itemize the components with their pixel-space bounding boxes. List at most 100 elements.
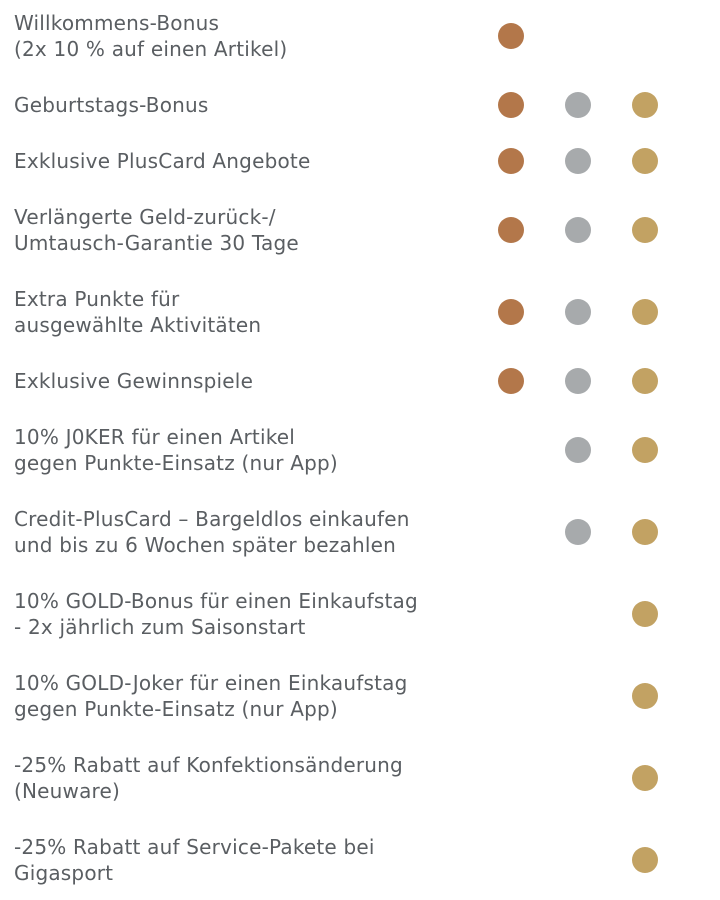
gold-dot-icon xyxy=(631,217,658,243)
silver-dot-icon xyxy=(564,299,591,325)
silver-dot-icon xyxy=(564,217,591,243)
tier-cell-silver xyxy=(544,23,611,49)
tier-cell-bronze xyxy=(477,148,544,174)
benefit-label-line-1: 10% J0KER für einen Artikel xyxy=(14,425,296,449)
tier-dots xyxy=(477,148,678,174)
tier-dots xyxy=(477,92,678,118)
benefit-row: Exklusive PlusCard Angebote xyxy=(14,148,678,174)
tier-cell-gold xyxy=(611,217,678,243)
tier-cell-gold xyxy=(611,519,678,545)
tier-cell-silver xyxy=(544,148,611,174)
benefit-label-line-1: 10% GOLD-Bonus für einen Einkaufstag xyxy=(14,589,418,613)
benefit-label-line-1: Extra Punkte für xyxy=(14,287,180,311)
tier-cell-bronze xyxy=(477,765,544,791)
gold-dot-icon xyxy=(631,148,658,174)
benefit-label-line-2: gegen Punkte-Einsatz (nur App) xyxy=(14,451,338,475)
tier-cell-bronze xyxy=(477,519,544,545)
benefit-label: Exklusive Gewinnspiele xyxy=(14,368,477,394)
gold-dot-icon xyxy=(631,683,658,709)
tier-cell-silver xyxy=(544,601,611,627)
tier-cell-gold xyxy=(611,683,678,709)
tier-cell-gold xyxy=(611,847,678,873)
bronze-dot-icon xyxy=(497,368,524,394)
tier-cell-bronze xyxy=(477,92,544,118)
benefit-label-line-1: Geburtstags-Bonus xyxy=(14,93,209,117)
benefit-row: -25% Rabatt auf Konfektionsänderung (Neu… xyxy=(14,752,678,804)
tier-cell-silver xyxy=(544,847,611,873)
benefit-row: -25% Rabatt auf Service-Pakete bei Gigas… xyxy=(14,834,678,886)
tier-dots xyxy=(477,601,678,627)
benefit-label: Credit-PlusCard – Bargeldlos einkaufen u… xyxy=(14,506,477,558)
tier-cell-bronze xyxy=(477,437,544,463)
tier-dots xyxy=(477,23,678,49)
tier-dots xyxy=(477,368,678,394)
silver-dot-icon xyxy=(564,148,591,174)
tier-cell-silver xyxy=(544,92,611,118)
gold-dot-icon xyxy=(631,299,658,325)
benefit-label: -25% Rabatt auf Konfektionsänderung (Neu… xyxy=(14,752,477,804)
tier-cell-bronze xyxy=(477,23,544,49)
bronze-dot-icon xyxy=(497,217,524,243)
silver-dot-icon xyxy=(564,519,591,545)
tier-cell-silver xyxy=(544,299,611,325)
gold-dot-icon xyxy=(631,437,658,463)
benefit-label-line-1: Exklusive PlusCard Angebote xyxy=(14,149,311,173)
benefit-label: 10% GOLD-Joker für einen Einkaufstag geg… xyxy=(14,670,477,722)
benefit-label-line-2: - 2x jährlich zum Saisonstart xyxy=(14,615,306,639)
tier-cell-silver xyxy=(544,683,611,709)
benefit-label-line-2: Gigasport xyxy=(14,861,114,885)
benefit-label-line-2: und bis zu 6 Wochen später bezahlen xyxy=(14,533,396,557)
benefit-label-line-2: ausgewählte Aktivitäten xyxy=(14,313,262,337)
silver-dot-icon xyxy=(564,437,591,463)
benefit-row: Verlängerte Geld-zurück-/ Umtausch-Garan… xyxy=(14,204,678,256)
benefit-row: 10% J0KER für einen Artikel gegen Punkte… xyxy=(14,424,678,476)
benefit-label: Geburtstags-Bonus xyxy=(14,92,477,118)
gold-dot-icon xyxy=(631,847,658,873)
tier-dots xyxy=(477,519,678,545)
benefit-label-line-2: (2x 10 % auf einen Artikel) xyxy=(14,37,288,61)
silver-dot-icon xyxy=(564,368,591,394)
tier-dots xyxy=(477,217,678,243)
bronze-dot-icon xyxy=(497,23,524,49)
tier-dots xyxy=(477,437,678,463)
tier-cell-gold xyxy=(611,299,678,325)
benefit-label: 10% GOLD-Bonus für einen Einkaufstag - 2… xyxy=(14,588,477,640)
benefit-label: Exklusive PlusCard Angebote xyxy=(14,148,477,174)
tier-cell-silver xyxy=(544,519,611,545)
benefit-label-line-1: Exklusive Gewinnspiele xyxy=(14,369,254,393)
benefit-label-line-1: -25% Rabatt auf Konfektionsänderung xyxy=(14,753,403,777)
benefit-row: 10% GOLD-Bonus für einen Einkaufstag - 2… xyxy=(14,588,678,640)
tier-cell-bronze xyxy=(477,299,544,325)
tier-cell-silver xyxy=(544,217,611,243)
tier-cell-bronze xyxy=(477,683,544,709)
benefit-row: Credit-PlusCard – Bargeldlos einkaufen u… xyxy=(14,506,678,558)
gold-dot-icon xyxy=(631,519,658,545)
tier-cell-bronze xyxy=(477,601,544,627)
tier-cell-gold xyxy=(611,23,678,49)
benefit-label-line-2: gegen Punkte-Einsatz (nur App) xyxy=(14,697,338,721)
benefit-row: 10% GOLD-Joker für einen Einkaufstag geg… xyxy=(14,670,678,722)
tier-dots xyxy=(477,299,678,325)
benefit-label: 10% J0KER für einen Artikel gegen Punkte… xyxy=(14,424,477,476)
tier-dots xyxy=(477,847,678,873)
benefit-label-line-1: 10% GOLD-Joker für einen Einkaufstag xyxy=(14,671,408,695)
tier-cell-bronze xyxy=(477,217,544,243)
benefit-label: Extra Punkte für ausgewählte Aktivitäten xyxy=(14,286,477,338)
benefit-row: Exklusive Gewinnspiele xyxy=(14,368,678,394)
gold-dot-icon xyxy=(631,765,658,791)
benefit-label-line-1: Credit-PlusCard – Bargeldlos einkaufen xyxy=(14,507,410,531)
tier-cell-gold xyxy=(611,148,678,174)
benefit-label-line-1: Willkommens-Bonus xyxy=(14,11,220,35)
tier-cell-bronze xyxy=(477,368,544,394)
bronze-dot-icon xyxy=(497,92,524,118)
tier-cell-silver xyxy=(544,437,611,463)
silver-dot-icon xyxy=(564,92,591,118)
benefit-label: -25% Rabatt auf Service-Pakete bei Gigas… xyxy=(14,834,477,886)
tier-cell-silver xyxy=(544,368,611,394)
gold-dot-icon xyxy=(631,601,658,627)
benefit-label-line-2: Umtausch-Garantie 30 Tage xyxy=(14,231,299,255)
gold-dot-icon xyxy=(631,92,658,118)
bronze-dot-icon xyxy=(497,148,524,174)
benefit-label-line-2: (Neuware) xyxy=(14,779,121,803)
